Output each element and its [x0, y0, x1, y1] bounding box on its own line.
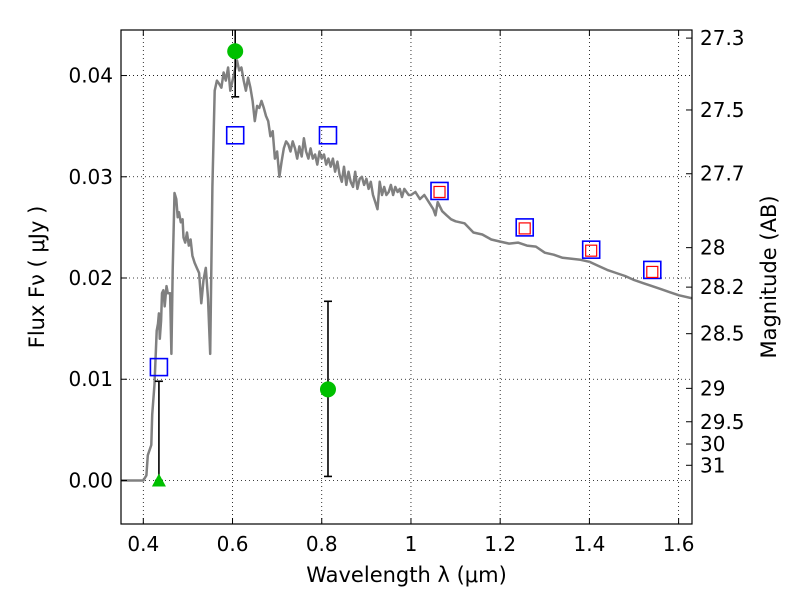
model-photometry-point [642, 260, 662, 280]
y-axis-label: Flux Fν ( μJy ) [25, 206, 49, 349]
sed-model-line [121, 59, 692, 482]
model-photometry-point [149, 357, 169, 377]
y2-tick-label: 28.5 [700, 322, 745, 346]
y2-tick-label: 29.5 [700, 410, 745, 434]
y2-tick-label: 27.5 [700, 98, 745, 122]
y-tick-label: 0.00 [68, 468, 113, 492]
y-tick-label: 0.04 [68, 64, 113, 88]
model-photometry-point [318, 125, 338, 145]
y2-tick-label: 31 [700, 453, 725, 477]
plot-frame [120, 29, 693, 525]
y-tick-label: 0.02 [68, 266, 113, 290]
x-tick-label: 0.6 [217, 532, 249, 556]
y2-tick-label: 28 [700, 236, 725, 260]
upper-limit-marker [151, 473, 166, 487]
y2-tick-label: 29 [700, 376, 725, 400]
model-photometry-point [225, 125, 245, 145]
x-tick-label: 1 [405, 532, 418, 556]
observed-photometry-point [585, 244, 598, 257]
y-axis-left: 0.00 0.01 0.02 0.03 0.04 [68, 64, 127, 492]
model-photometry-point [581, 240, 601, 259]
y2-tick-label: 27.3 [700, 26, 745, 50]
observed-photometry-point [433, 185, 446, 199]
x-tick-label: 0.8 [306, 532, 338, 556]
detection-point [227, 43, 244, 60]
x-tick-label: 1.2 [484, 532, 516, 556]
observed-photometry-point [646, 265, 659, 279]
x-tick-label: 0.4 [127, 532, 159, 556]
y-tick-label: 0.03 [68, 165, 113, 189]
x-axis: 0.4 0.6 0.8 1 1.2 1.4 1.6 [127, 30, 695, 556]
y2-tick-label: 28.2 [700, 275, 745, 299]
y2-axis-label: Magnitude (AB) [757, 195, 781, 358]
x-tick-label: 1.4 [573, 532, 605, 556]
detection-point [319, 381, 336, 398]
x-axis-label: Wavelength λ (μm) [306, 563, 507, 587]
x-tick-label: 1.6 [663, 532, 695, 556]
observed-photometry-point [518, 222, 531, 235]
y2-tick-label: 27.7 [700, 162, 745, 186]
model-photometry-point [430, 181, 449, 201]
model-photometry-point [515, 218, 535, 237]
plot-area [121, 30, 692, 487]
y-tick-label: 0.01 [68, 367, 113, 391]
y2-tick-label: 30 [700, 432, 725, 456]
